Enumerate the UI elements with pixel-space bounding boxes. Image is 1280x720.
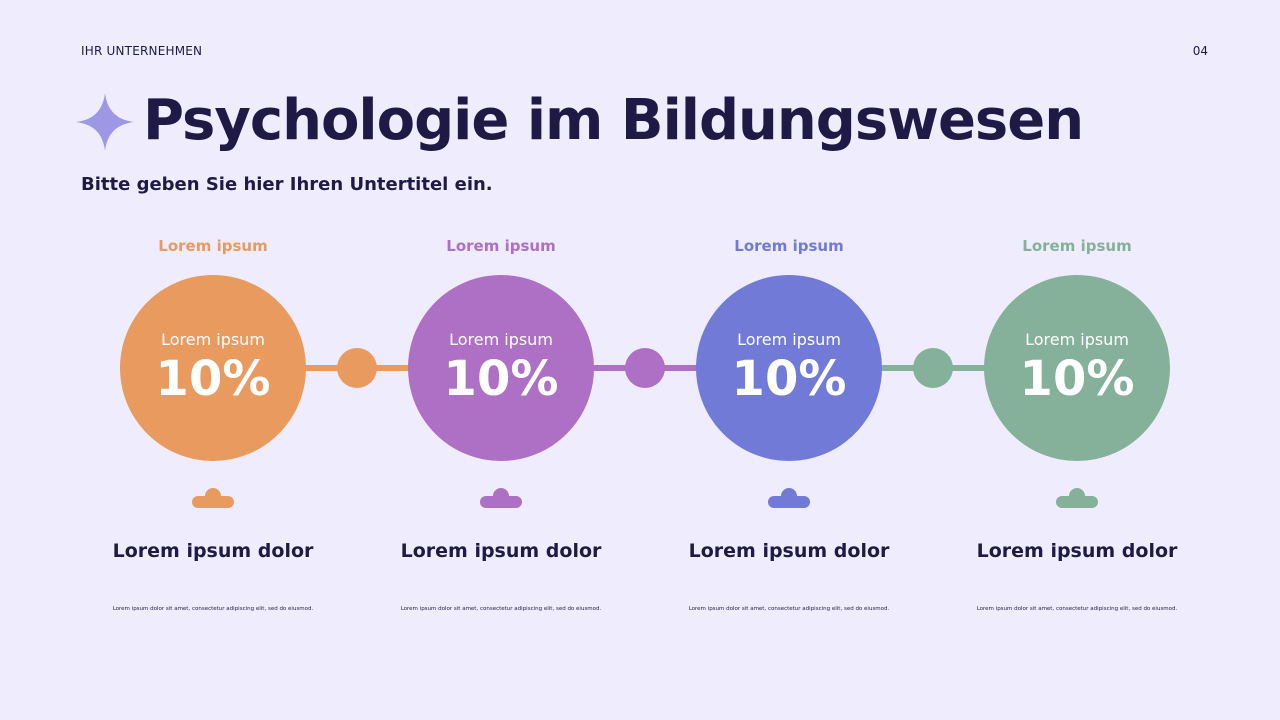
step-value: 10% <box>1019 351 1135 407</box>
connector-dot <box>337 348 377 388</box>
step-description: Lorem ipsum dolor sit amet, consectetur … <box>400 606 602 612</box>
step-circle: Lorem ipsum 10% <box>120 275 306 461</box>
step-circle-label: Lorem ipsum <box>449 330 553 349</box>
cloud-icon <box>768 488 810 508</box>
step-value: 10% <box>731 351 847 407</box>
step-circle-label: Lorem ipsum <box>161 330 265 349</box>
step-heading: Lorem ipsum dolor <box>688 540 890 562</box>
step-circle: Lorem ipsum 10% <box>408 275 594 461</box>
cloud-icon <box>480 488 522 508</box>
step-value: 10% <box>155 351 271 407</box>
step-heading: Lorem ipsum dolor <box>112 540 314 562</box>
connector-dot <box>913 348 953 388</box>
step-top-label: Lorem ipsum <box>734 237 844 255</box>
connector-dot <box>625 348 665 388</box>
step-description: Lorem ipsum dolor sit amet, consectetur … <box>688 606 890 612</box>
step-top-label: Lorem ipsum <box>158 237 268 255</box>
step-top-label: Lorem ipsum <box>446 237 556 255</box>
step-circle: Lorem ipsum 10% <box>696 275 882 461</box>
step-circle-label: Lorem ipsum <box>737 330 841 349</box>
step-heading: Lorem ipsum dolor <box>976 540 1178 562</box>
step-top-label: Lorem ipsum <box>1022 237 1132 255</box>
step-value: 10% <box>443 351 559 407</box>
cloud-icon <box>192 488 234 508</box>
company-name: IHR UNTERNEHMEN <box>81 44 203 58</box>
step-heading: Lorem ipsum dolor <box>400 540 602 562</box>
cloud-icon <box>1056 488 1098 508</box>
page-title: Psychologie im Bildungswesen <box>143 88 1084 153</box>
sparkle-star-icon <box>76 93 134 151</box>
step-description: Lorem ipsum dolor sit amet, consectetur … <box>976 606 1178 612</box>
page-number: 04 <box>1192 44 1208 58</box>
step-circle: Lorem ipsum 10% <box>984 275 1170 461</box>
page-subtitle: Bitte geben Sie hier Ihren Untertitel ei… <box>81 174 493 195</box>
step-description: Lorem ipsum dolor sit amet, consectetur … <box>112 606 314 612</box>
step-circle-label: Lorem ipsum <box>1025 330 1129 349</box>
